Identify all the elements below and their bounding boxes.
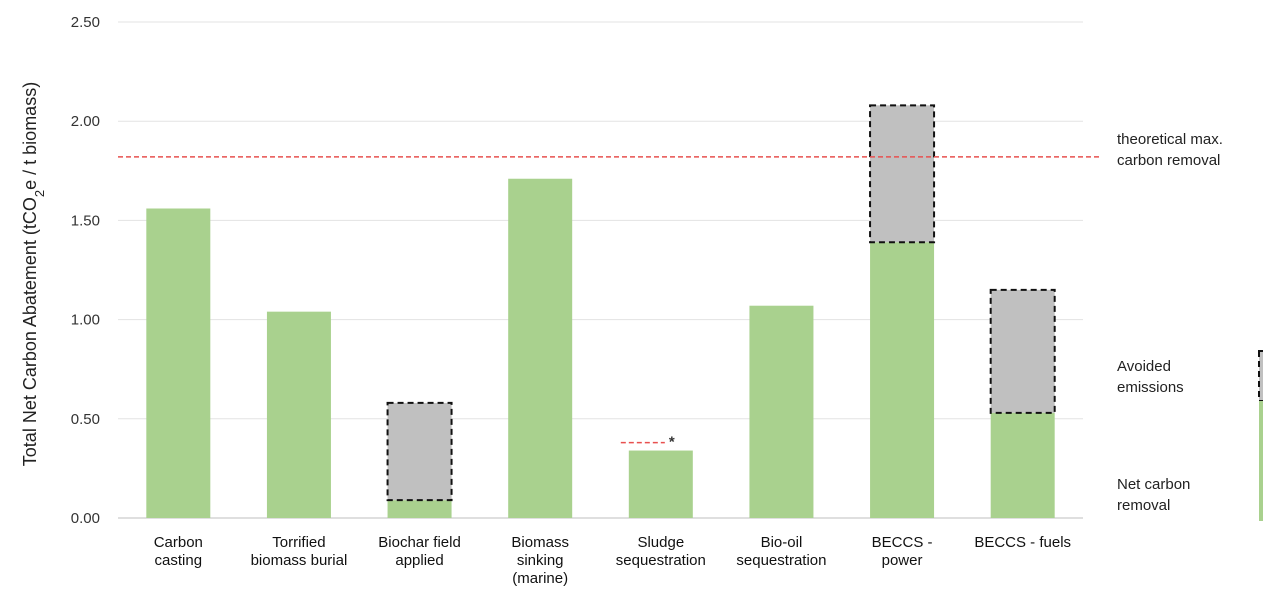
bar-net-carbon-removal — [508, 178, 573, 518]
y-axis-label-part: e / t biomass) — [20, 82, 40, 190]
x-category-label-line: Bio-oil — [761, 534, 803, 551]
x-category-label-line: Biomass — [511, 534, 569, 551]
legend-avoided-label-line: emissions — [1117, 379, 1184, 396]
x-category-label-line: power — [882, 552, 923, 569]
bar-net-carbon-removal — [266, 311, 331, 518]
bar-net-carbon-removal — [146, 208, 211, 518]
x-category-label-line: casting — [155, 552, 203, 569]
sludge-asterisk: * — [669, 434, 675, 451]
x-category-label-line: BECCS - — [872, 534, 933, 551]
legend-avoided-swatch — [1258, 350, 1263, 402]
x-category-label-line: applied — [395, 552, 443, 569]
bar-net-carbon-removal — [387, 500, 452, 518]
x-category-label: BECCS - fuels — [974, 534, 1071, 551]
reference-line-group: theoretical max. carbon removal — [118, 131, 1223, 169]
theoretical-max-label-line: theoretical max. — [1117, 131, 1223, 148]
gridlines — [118, 21, 1083, 519]
y-axis-label-part: Total Net Carbon Abatement (tCO — [20, 197, 40, 466]
bar-avoided-emissions — [386, 401, 453, 502]
y-tick-label: 0.00 — [71, 510, 100, 527]
x-category-label-line: Sludge — [637, 534, 684, 551]
legend-avoided-label-line: Avoided — [1117, 358, 1171, 375]
y-axis-ticks: 0.00 0.50 1.00 1.50 2.00 2.50 — [71, 14, 100, 527]
y-tick-label: 1.50 — [71, 212, 100, 229]
x-category-label: Biomass sinking (marine) — [511, 534, 569, 587]
legend-net-label-line: removal — [1117, 497, 1170, 514]
theoretical-max-label-line: carbon removal — [1117, 152, 1220, 169]
x-category-label-line: biomass burial — [251, 552, 348, 569]
x-category-label: Biochar field applied — [378, 534, 461, 569]
x-category-label-line: (marine) — [512, 570, 568, 587]
bar-net-carbon-removal — [870, 242, 935, 518]
bar-net-carbon-removal — [749, 305, 814, 518]
theoretical-max-label: theoretical max. carbon removal — [1117, 131, 1223, 169]
legend-avoided-label: Avoided emissions — [1117, 358, 1184, 396]
y-tick-label: 1.00 — [71, 312, 100, 329]
x-category-label: Torrified biomass burial — [251, 534, 348, 569]
x-category-label-line: Biochar field — [378, 534, 461, 551]
y-tick-label: 0.50 — [71, 411, 100, 428]
bar-net-carbon-removal — [628, 450, 693, 518]
x-category-label-line: sequestration — [616, 552, 706, 569]
x-category-label: Sludge sequestration — [616, 534, 706, 569]
x-category-label-line: Torrified — [272, 534, 325, 551]
y-tick-label: 2.00 — [71, 113, 100, 130]
legend-net-label: Net carbon removal — [1117, 476, 1190, 514]
legend-net-label-line: Net carbon — [1117, 476, 1190, 493]
legend-net-swatch — [1259, 401, 1263, 521]
bar-net-carbon-removal — [990, 412, 1055, 518]
x-category-label-line: BECCS - fuels — [974, 534, 1071, 551]
bar-avoided-emissions — [989, 288, 1056, 414]
x-category-label: Bio-oil sequestration — [736, 534, 826, 569]
y-axis-label-subscript: 2 — [32, 190, 47, 197]
legend: Avoided emissions Net carbon removal — [1117, 350, 1263, 521]
x-axis-categories: Carbon casting Torrified biomass burial Bioc… — [154, 534, 1071, 587]
x-category-label-line: sinking — [517, 552, 564, 569]
y-tick-label: 2.50 — [71, 14, 100, 31]
y-axis-label: Total Net Carbon Abatement (tCO2e / t bi… — [20, 82, 47, 466]
x-category-label: Carbon casting — [154, 534, 203, 569]
x-category-label-line: Carbon — [154, 534, 203, 551]
bar-avoided-emissions — [869, 104, 936, 244]
x-category-label-line: sequestration — [736, 552, 826, 569]
bars: * — [146, 104, 1056, 518]
x-category-label: BECCS -power — [872, 534, 933, 569]
